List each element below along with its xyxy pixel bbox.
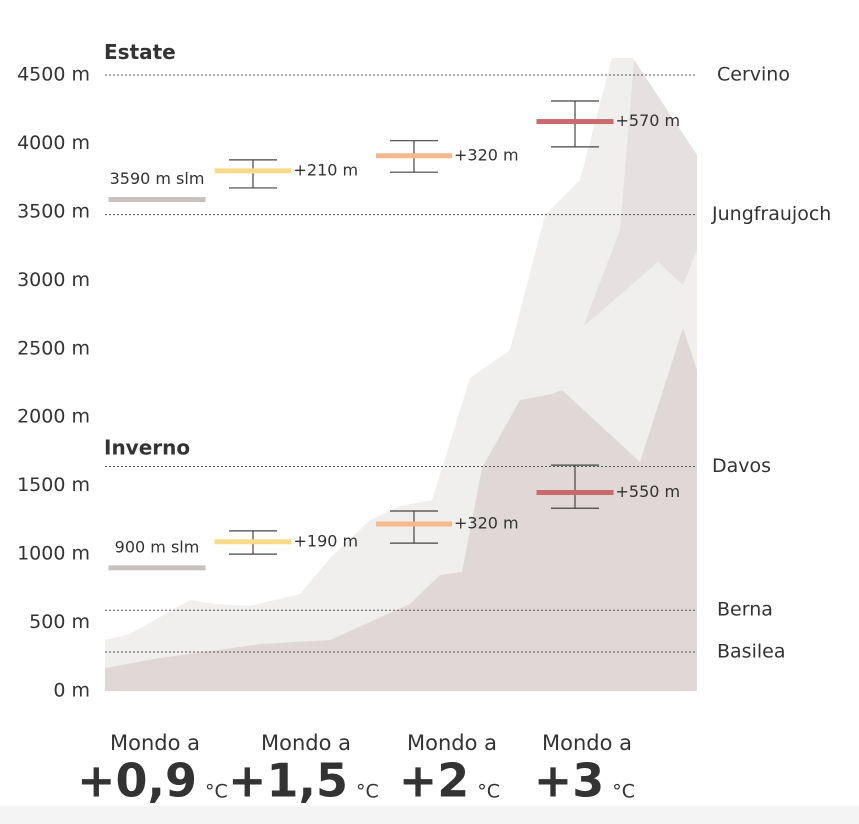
scenario-name: +0,9: [77, 754, 197, 808]
y-tick-label: 2000 m: [17, 406, 90, 428]
scenario-unit: °C: [205, 781, 228, 803]
baseline-bar: [108, 565, 206, 571]
scenario-bar: [536, 490, 614, 496]
bottom-band: [0, 806, 859, 824]
y-tick-label: 0 m: [53, 680, 90, 702]
scenario-unit: °C: [612, 781, 635, 803]
y-tick-label: 4500 m: [17, 64, 90, 86]
reference-label: Berna: [717, 599, 773, 621]
scenario-name: +1,5: [228, 754, 348, 808]
baseline-label: 900 m slm: [115, 537, 200, 556]
y-tick-label: 2500 m: [17, 337, 90, 359]
season-label: Inverno: [104, 435, 190, 459]
y-tick-label: 3000 m: [17, 269, 90, 291]
baseline-bar: [108, 197, 206, 203]
y-tick-label: 1000 m: [17, 543, 90, 565]
y-tick-label: 1500 m: [17, 474, 90, 496]
scenario-bar: [214, 168, 292, 174]
y-tick-label: 500 m: [29, 611, 90, 633]
reference-label: Jungfraujoch: [711, 203, 831, 225]
y-tick-label: 3500 m: [17, 200, 90, 222]
y-tick-label: 4000 m: [17, 132, 90, 154]
season-label: Estate: [104, 40, 176, 64]
value-label: +190 m: [294, 531, 359, 550]
reference-label: Cervino: [717, 64, 790, 86]
value-label: +210 m: [294, 160, 359, 179]
scenario-name: +2: [399, 754, 470, 808]
mountain-dark: [105, 328, 697, 691]
value-label: +320 m: [454, 513, 519, 532]
scenario-prefix: Mondo a: [261, 731, 351, 755]
scenario-bar: [376, 521, 452, 527]
scenario-bar: [214, 539, 292, 545]
scenario-unit: °C: [356, 781, 379, 803]
mountain-mid: [583, 60, 697, 327]
value-label: +550 m: [616, 482, 681, 501]
scenario-name: +3: [534, 754, 605, 808]
scenario-unit: °C: [477, 781, 500, 803]
scenario-bar: [376, 153, 452, 159]
baseline-label: 3590 m slm: [110, 169, 205, 188]
scenario-bar: [536, 119, 614, 125]
reference-label: Basilea: [717, 640, 785, 662]
value-label: +320 m: [454, 145, 519, 164]
scenario-prefix: Mondo a: [407, 731, 497, 755]
value-label: +570 m: [616, 111, 681, 130]
scenario-prefix: Mondo a: [542, 731, 632, 755]
scenario-prefix: Mondo a: [110, 731, 200, 755]
reference-label: Davos: [712, 455, 771, 477]
